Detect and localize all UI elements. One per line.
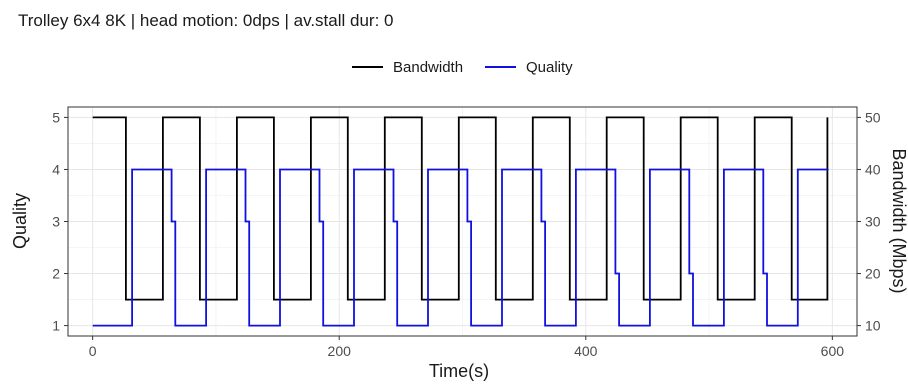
y-left-tick-label: 3: [52, 214, 60, 230]
y-left-tick-label: 5: [52, 109, 60, 125]
series-line-quality: [92, 168, 829, 327]
series-lines: [92, 116, 829, 327]
chart-title: Trolley 6x4 8K | head motion: 0dps | av.…: [18, 11, 393, 30]
x-tick-label: 0: [89, 343, 97, 359]
y-right-tick-label: 30: [865, 214, 881, 230]
x-tick-label: 400: [574, 343, 598, 359]
y-right-tick-label: 40: [865, 161, 881, 177]
y-left-tick-label: 2: [52, 266, 60, 282]
axis-ticks: 0 200 400 600 1 2 3 4 5 10 20 30 40 50: [52, 109, 881, 359]
legend: Bandwidth Quality: [352, 59, 573, 76]
series-line-bandwidth: [92, 116, 829, 301]
x-tick-label: 200: [328, 343, 352, 359]
y-left-tick-label: 1: [52, 318, 60, 334]
y-axis-label-left: Quality: [10, 193, 30, 249]
y-axis-label-right: Bandwidth (Mbps): [889, 148, 908, 293]
grid-lines: [68, 107, 857, 336]
y-right-tick-label: 50: [865, 109, 881, 125]
x-axis-label: Time(s): [429, 361, 489, 381]
y-right-tick-label: 10: [865, 318, 881, 334]
x-tick-label: 600: [821, 343, 845, 359]
y-left-tick-label: 4: [52, 161, 60, 177]
legend-label-bandwidth: Bandwidth: [393, 59, 463, 76]
y-right-tick-label: 20: [865, 266, 881, 282]
legend-label-quality: Quality: [526, 59, 573, 76]
